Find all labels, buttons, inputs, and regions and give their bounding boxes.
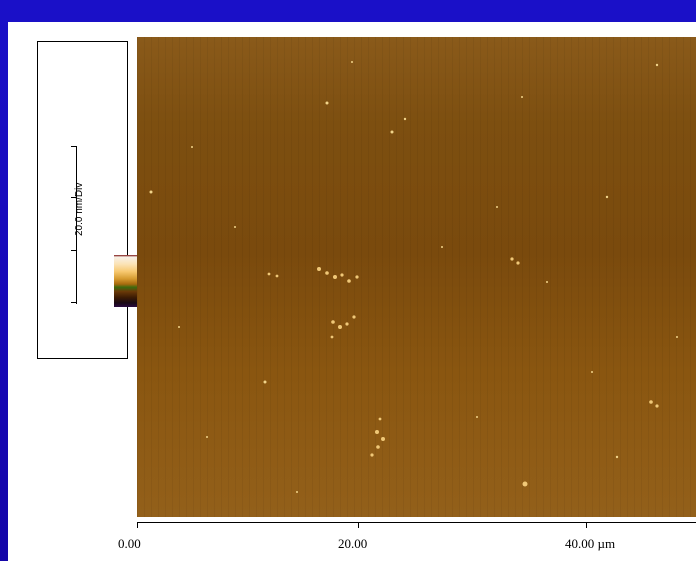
height-scale-label: 20.0 nm/Div	[74, 182, 85, 236]
height-scale-box: 20.0 nm/Div	[37, 41, 158, 359]
x-tick-label: 20.00	[338, 536, 368, 551]
figure-panel: 20.0 nm/Div	[8, 22, 696, 561]
afm-surface-features	[149, 61, 678, 493]
x-axis-line	[137, 522, 696, 523]
height-scale-axis	[76, 146, 77, 304]
x-axis-tick	[586, 522, 587, 528]
height-scale-tick	[71, 250, 76, 251]
height-scale-tick	[71, 197, 76, 198]
height-scale-tick	[71, 302, 76, 303]
x-tick-label: 0.00	[118, 536, 141, 551]
afm-height-image	[137, 37, 696, 517]
x-tick-label: 40.00 µm	[565, 536, 616, 551]
height-scale-tick	[71, 146, 76, 147]
x-axis-tick	[358, 522, 359, 528]
x-axis-tick	[137, 522, 138, 528]
